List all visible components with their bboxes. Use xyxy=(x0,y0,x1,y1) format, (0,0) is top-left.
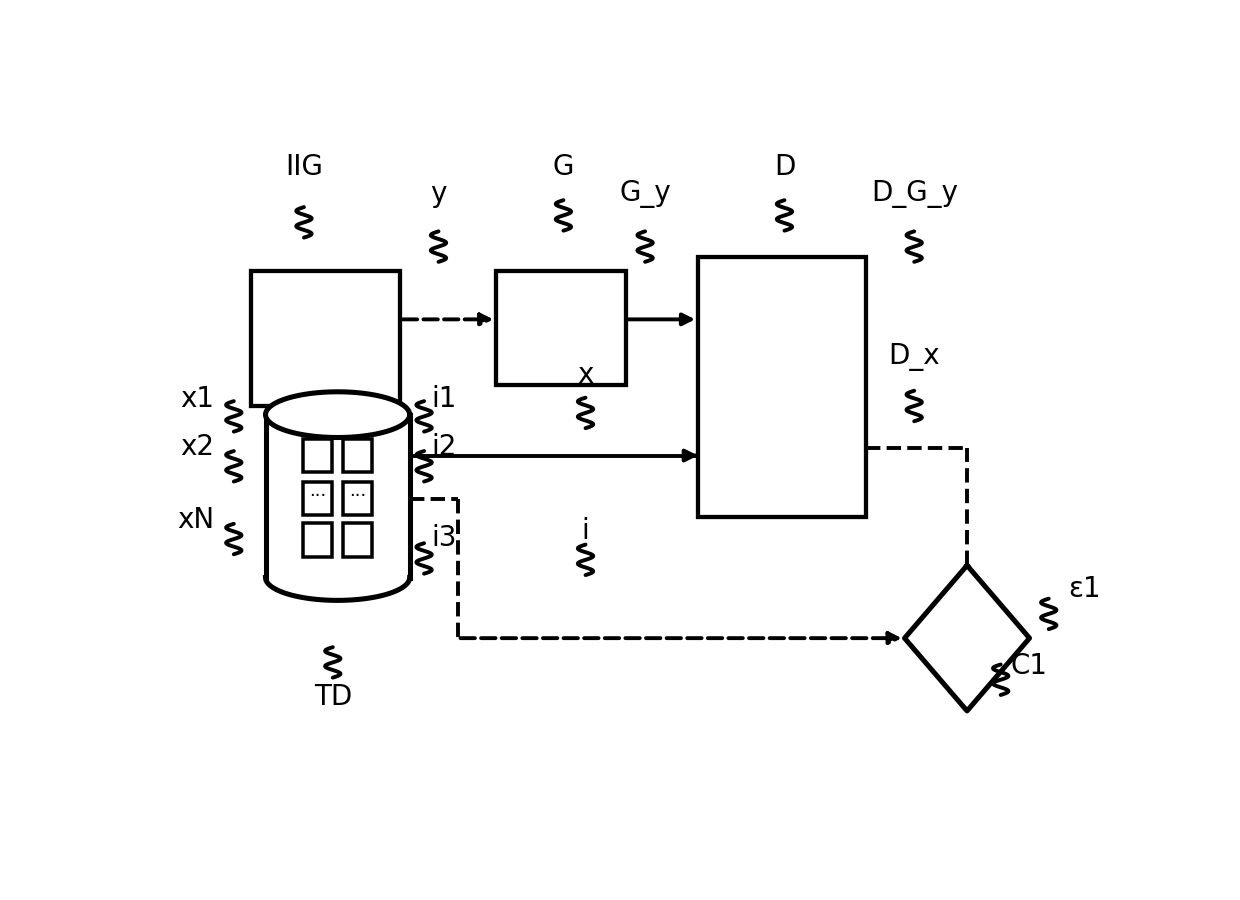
Text: ε1: ε1 xyxy=(1068,575,1101,604)
Text: TD: TD xyxy=(314,683,352,711)
Text: ...: ... xyxy=(350,482,366,500)
FancyBboxPatch shape xyxy=(343,482,372,515)
Text: G_y: G_y xyxy=(619,181,671,209)
Text: D_G_y: D_G_y xyxy=(870,181,957,209)
Text: D: D xyxy=(774,153,795,181)
FancyBboxPatch shape xyxy=(496,271,626,385)
FancyBboxPatch shape xyxy=(343,524,372,557)
Text: x2: x2 xyxy=(181,434,215,462)
FancyBboxPatch shape xyxy=(343,439,372,472)
Text: i3: i3 xyxy=(432,524,458,552)
Text: x1: x1 xyxy=(181,385,215,413)
Text: i2: i2 xyxy=(432,434,458,462)
FancyBboxPatch shape xyxy=(303,482,332,515)
FancyBboxPatch shape xyxy=(303,524,332,557)
Text: IIG: IIG xyxy=(285,153,322,181)
Text: G: G xyxy=(553,153,574,181)
Text: y: y xyxy=(430,181,446,209)
Polygon shape xyxy=(265,392,409,437)
Text: C1: C1 xyxy=(1011,652,1048,680)
Text: i: i xyxy=(582,517,589,544)
Text: ...: ... xyxy=(309,482,326,500)
FancyBboxPatch shape xyxy=(698,257,866,517)
FancyBboxPatch shape xyxy=(250,271,401,406)
Text: D_x: D_x xyxy=(888,343,940,372)
Text: i1: i1 xyxy=(432,385,458,413)
Text: x: x xyxy=(578,361,594,389)
Text: xN: xN xyxy=(177,506,215,535)
FancyBboxPatch shape xyxy=(303,439,332,472)
